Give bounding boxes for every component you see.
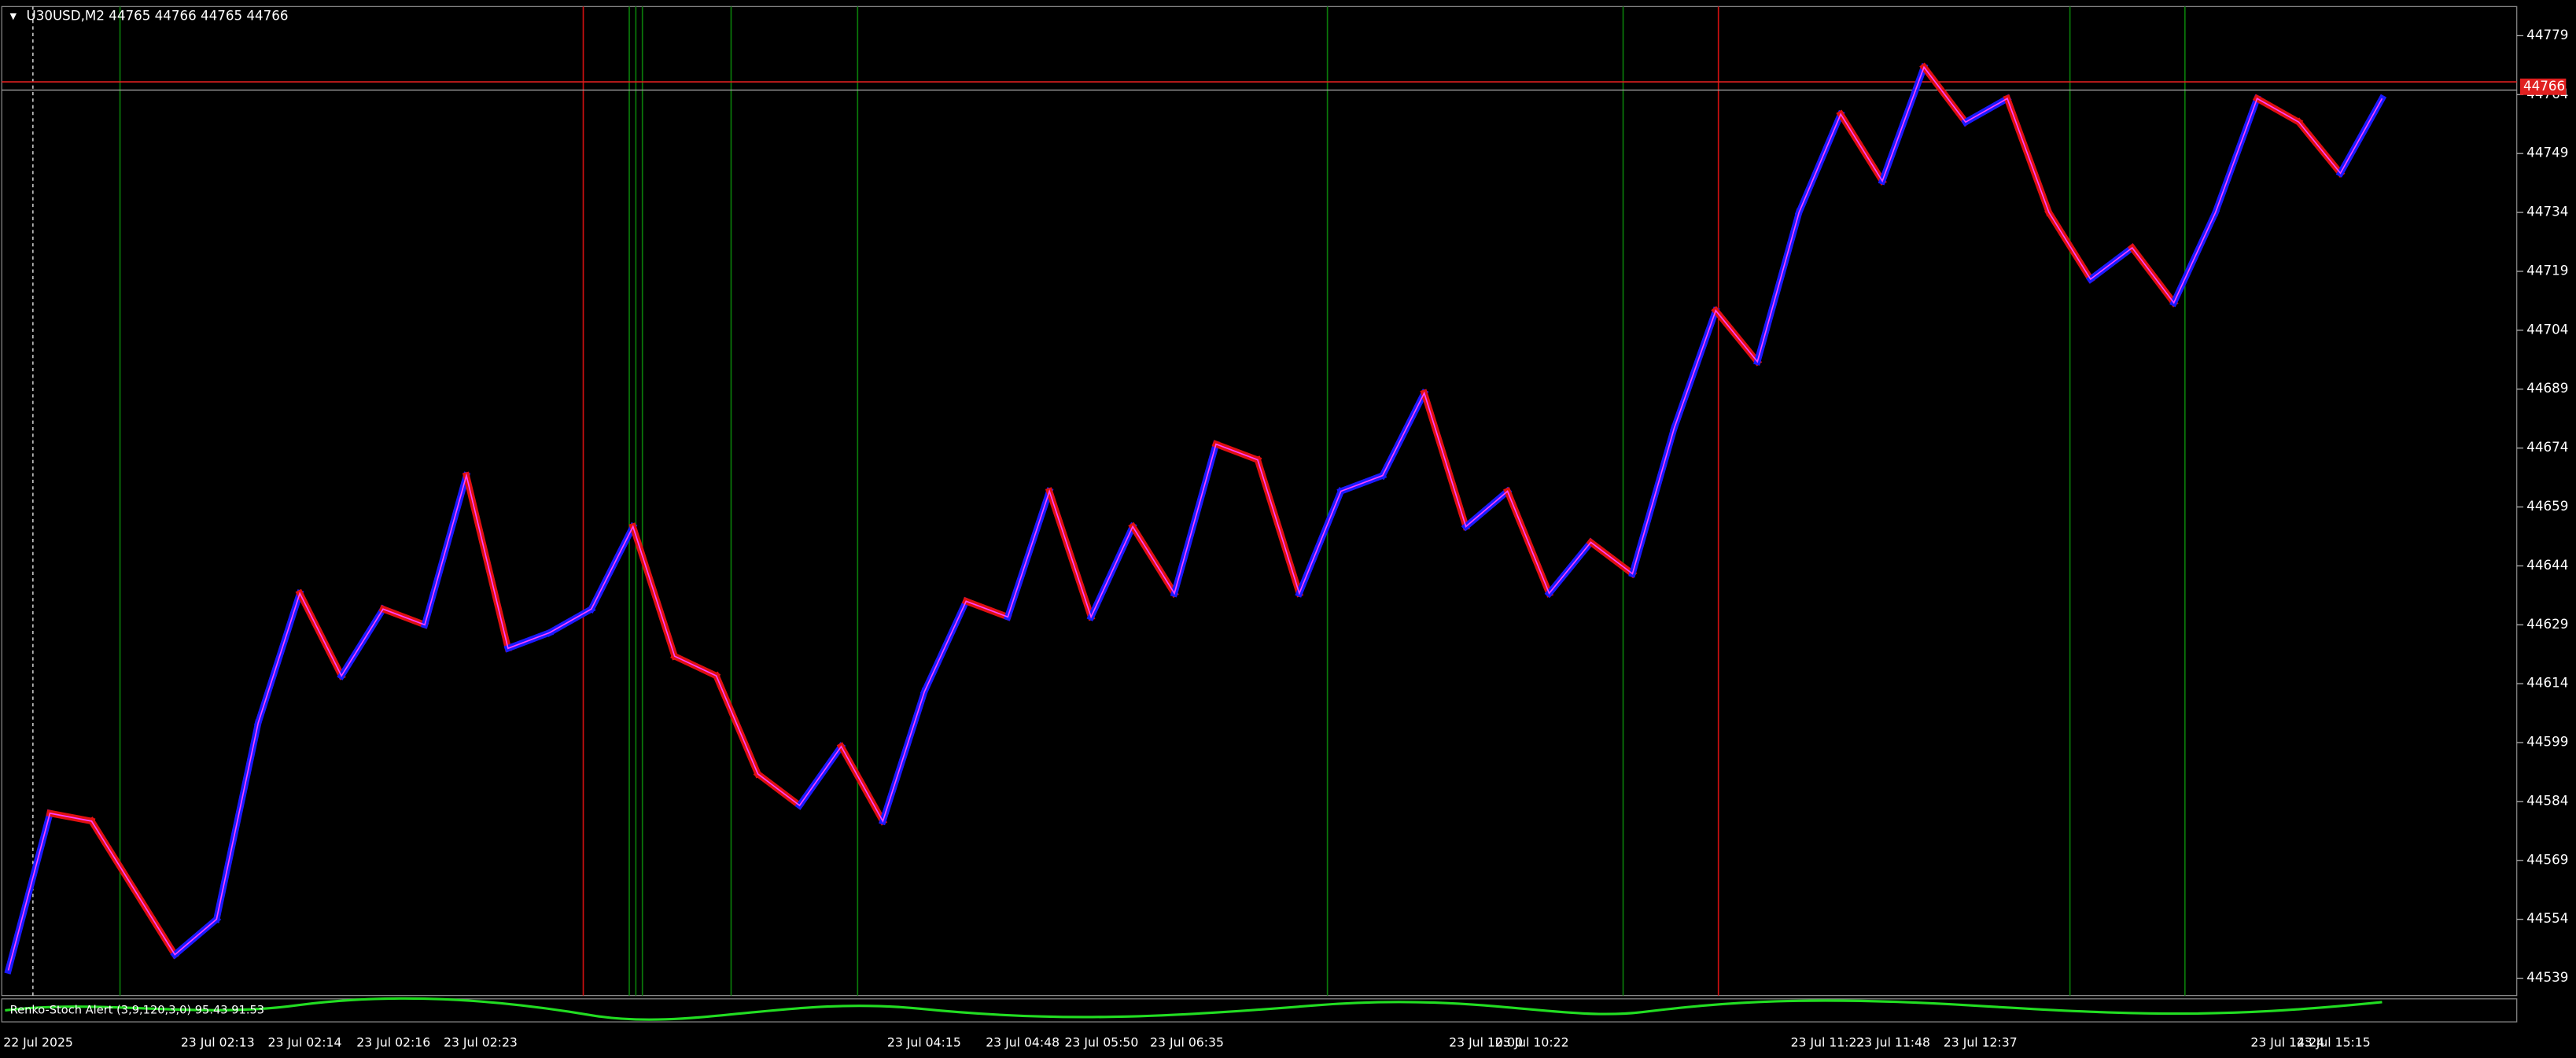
y-tick-label: 44749 xyxy=(2526,145,2568,160)
y-tick-label: 44629 xyxy=(2526,616,2568,632)
x-tick-label: 23 Jul 05:50 xyxy=(1064,1035,1138,1050)
y-tick-label: 44644 xyxy=(2526,557,2568,573)
chart-header: U30USD,M2 44765 44766 44765 44766 xyxy=(27,7,289,23)
y-tick-label: 44779 xyxy=(2526,27,2568,42)
x-tick-label: 23 Jul 02:14 xyxy=(268,1035,342,1050)
y-tick-label: 44554 xyxy=(2526,910,2568,926)
price-axis: 4477944764447494473444719447044468944674… xyxy=(2516,27,2568,985)
stoch-line xyxy=(5,997,2383,1021)
y-tick-label: 44614 xyxy=(2526,675,2568,691)
indicator-frame xyxy=(1,998,2518,1023)
x-tick-label: 23 Jul 04:15 xyxy=(887,1035,961,1050)
x-tick-label: 22 Jul 2025 xyxy=(3,1035,73,1050)
y-tick-label: 44704 xyxy=(2526,321,2568,337)
y-tick-label: 44584 xyxy=(2526,792,2568,808)
y-tick-label: 44734 xyxy=(2526,204,2568,219)
x-tick-label: 23 Jul 15:15 xyxy=(2297,1035,2371,1050)
y-tick-label: 44539 xyxy=(2526,969,2568,985)
x-tick-label: 23 Jul 04:48 xyxy=(986,1035,1060,1050)
x-tick-label: 23 Jul 02:13 xyxy=(181,1035,255,1050)
x-tick-label: 23 Jul 06:35 xyxy=(1150,1035,1224,1050)
plot-frame xyxy=(1,6,2518,997)
y-tick-label: 44719 xyxy=(2526,262,2568,278)
x-tick-label: 23 Jul 02:16 xyxy=(356,1035,430,1050)
y-tick-label: 44674 xyxy=(2526,439,2568,455)
x-tick-label: 23 Jul 14:24 xyxy=(2250,1035,2324,1050)
x-tick-label: 23 Jul 10:22 xyxy=(1495,1035,1569,1050)
price-label-bg xyxy=(2519,78,2567,95)
time-axis: 22 Jul 2025 23 Jul 02:13 23 Jul 02:14 23 Ju… xyxy=(3,1035,2370,1050)
header-arrow: ▾ xyxy=(10,7,17,23)
x-tick-label: 23 Jul 12:37 xyxy=(1944,1035,2018,1050)
x-tick-label: 23 Jul 11:22 xyxy=(1791,1035,1865,1050)
y-tick-label: 44569 xyxy=(2526,851,2568,867)
ma-line xyxy=(7,65,2383,971)
y-tick-label: 44659 xyxy=(2526,498,2568,514)
vertical-lines xyxy=(119,6,2186,996)
x-tick-label: 23 Jul 11:48 xyxy=(1856,1035,1930,1050)
y-tick-label: 44599 xyxy=(2526,734,2568,750)
indicator-label: Renko-Stoch Alert (3,9,120,3,0) 95.43 91… xyxy=(10,1003,264,1016)
x-tick-label: 23 Jul 10:00 xyxy=(1449,1035,1523,1050)
x-tick-label: 23 Jul 02:23 xyxy=(444,1035,518,1050)
y-tick-label: 44689 xyxy=(2526,380,2568,396)
plot xyxy=(2,62,2517,975)
price-label: 44766 xyxy=(2523,78,2565,94)
